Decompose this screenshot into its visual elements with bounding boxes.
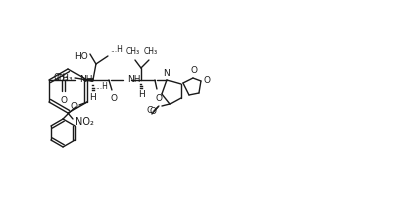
Text: O: O [204,76,211,84]
Text: CH₃: CH₃ [54,73,69,81]
Text: O: O [60,96,68,105]
Text: C: C [147,106,153,115]
Polygon shape [83,79,93,81]
Text: O: O [155,94,163,103]
Text: CH₃: CH₃ [56,73,73,83]
Text: HO: HO [74,51,88,61]
Text: H: H [139,90,145,99]
Text: O: O [70,101,77,111]
Text: N: N [163,69,171,78]
Text: ...H: ...H [110,45,123,54]
Text: CH₃: CH₃ [126,47,140,56]
Text: O: O [190,66,197,75]
Text: NH: NH [79,74,92,84]
Text: NO₂: NO₂ [75,117,94,127]
Text: O: O [110,94,118,103]
Text: NH: NH [127,74,140,84]
Text: CH₃: CH₃ [144,47,158,56]
Text: H: H [89,93,96,102]
Text: ...H: ...H [95,82,108,91]
Text: O: O [150,107,157,115]
